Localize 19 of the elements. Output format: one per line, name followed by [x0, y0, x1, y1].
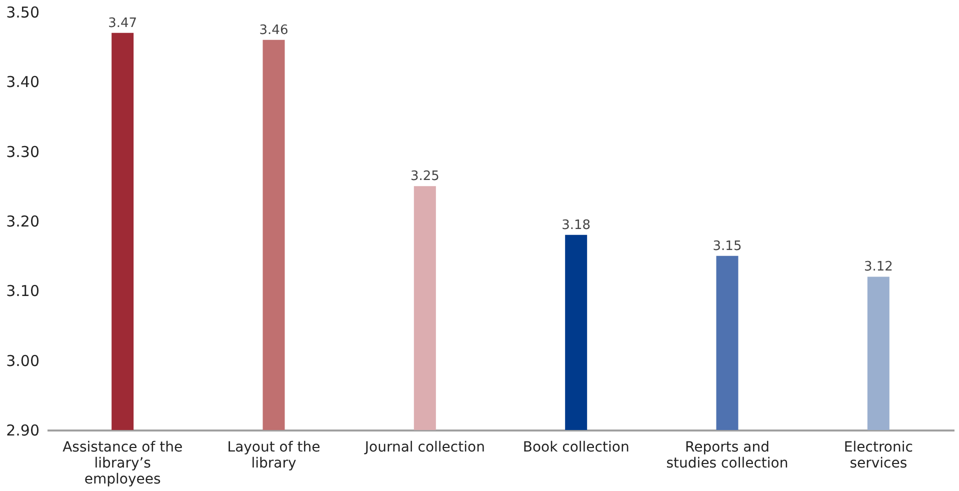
x-tick-label: Book collection: [522, 440, 630, 456]
x-tick-label: Assistance of the library’s employees: [62, 440, 183, 488]
data-label: 3.47: [108, 16, 138, 31]
y-tick-label: 2.90: [6, 422, 40, 440]
data-label: 3.25: [410, 169, 440, 184]
y-tick-label: 3.30: [6, 142, 40, 161]
y-tick-label: 3.10: [6, 282, 40, 300]
x-tick-label: Reports and studies collection: [666, 440, 788, 472]
data-label: 3.15: [712, 238, 742, 254]
data-label: 3.46: [259, 22, 288, 38]
x-tick-label: Journal collection: [364, 440, 485, 456]
data-label: 3.18: [562, 218, 591, 233]
y-tick-label: 3.50: [6, 4, 40, 22]
data-label: 3.12: [864, 260, 893, 275]
x-tick-label: Layout of the library: [227, 440, 320, 472]
y-tick-label: 3.40: [6, 73, 40, 92]
y-tick-label: 3.20: [6, 212, 40, 230]
y-tick-label: 3.00: [6, 352, 40, 370]
x-tick-label: Electronic services: [844, 440, 913, 472]
